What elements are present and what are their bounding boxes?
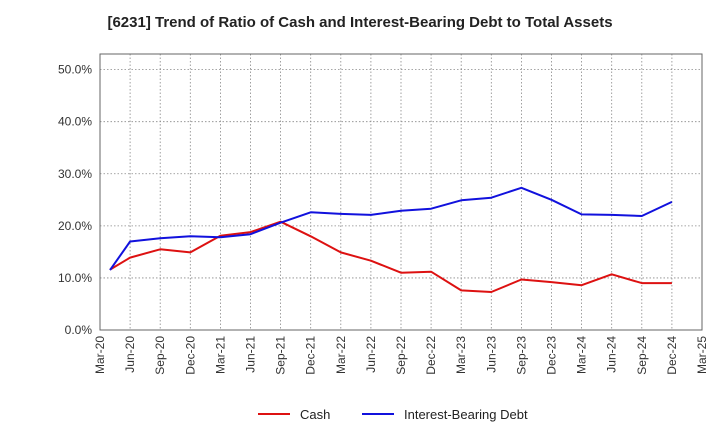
series-lines bbox=[109, 186, 673, 293]
x-tick-label: Mar-20 bbox=[93, 336, 107, 374]
legend: Cash Interest-Bearing Debt bbox=[258, 407, 528, 422]
x-axis: Mar-20 Jun-20 Sep-20 Dec-20 Mar-21 Jun-21 Sep-… bbox=[93, 336, 709, 375]
x-tick-label: Mar-23 bbox=[454, 336, 468, 374]
y-tick-label: 0.0% bbox=[65, 323, 93, 337]
x-tick-label: Dec-20 bbox=[183, 336, 197, 375]
plot-frame bbox=[99, 53, 703, 331]
x-tick-label: Jun-23 bbox=[484, 336, 498, 373]
y-tick-label: 50.0% bbox=[58, 63, 92, 77]
x-tick-label: Sep-24 bbox=[635, 336, 649, 375]
x-tick-label: Sep-20 bbox=[153, 336, 167, 375]
x-tick-label: Dec-23 bbox=[545, 336, 559, 375]
grid bbox=[99, 54, 703, 331]
legend-label-0: Cash bbox=[300, 407, 330, 422]
x-tick-label: Jun-20 bbox=[123, 336, 137, 373]
y-tick-label: 30.0% bbox=[58, 167, 92, 181]
x-tick-label: Mar-22 bbox=[334, 336, 348, 374]
series-line-1 bbox=[109, 186, 673, 271]
x-tick-label: Jun-22 bbox=[364, 336, 378, 373]
x-tick-label: Mar-21 bbox=[213, 336, 227, 374]
x-tick-label: Dec-22 bbox=[424, 336, 438, 375]
x-tick-label: Mar-25 bbox=[695, 336, 709, 374]
x-tick-label: Jun-24 bbox=[605, 336, 619, 373]
y-tick-label: 40.0% bbox=[58, 115, 92, 129]
y-tick-label: 20.0% bbox=[58, 219, 92, 233]
x-tick-label: Sep-23 bbox=[514, 336, 528, 375]
y-axis: 0.0% 10.0% 20.0% 30.0% 40.0% 50.0% bbox=[58, 63, 92, 337]
x-tick-label: Sep-21 bbox=[274, 336, 288, 375]
x-tick-label: Dec-24 bbox=[665, 336, 679, 375]
legend-label-1: Interest-Bearing Debt bbox=[404, 407, 528, 422]
x-tick-label: Jun-21 bbox=[244, 336, 258, 373]
chart-title: [6231] Trend of Ratio of Cash and Intere… bbox=[107, 14, 613, 31]
x-tick-label: Mar-24 bbox=[575, 336, 589, 374]
y-tick-label: 10.0% bbox=[58, 271, 92, 285]
x-tick-label: Dec-21 bbox=[304, 336, 318, 375]
x-tick-label: Sep-22 bbox=[394, 336, 408, 375]
series-line-0 bbox=[109, 220, 672, 293]
